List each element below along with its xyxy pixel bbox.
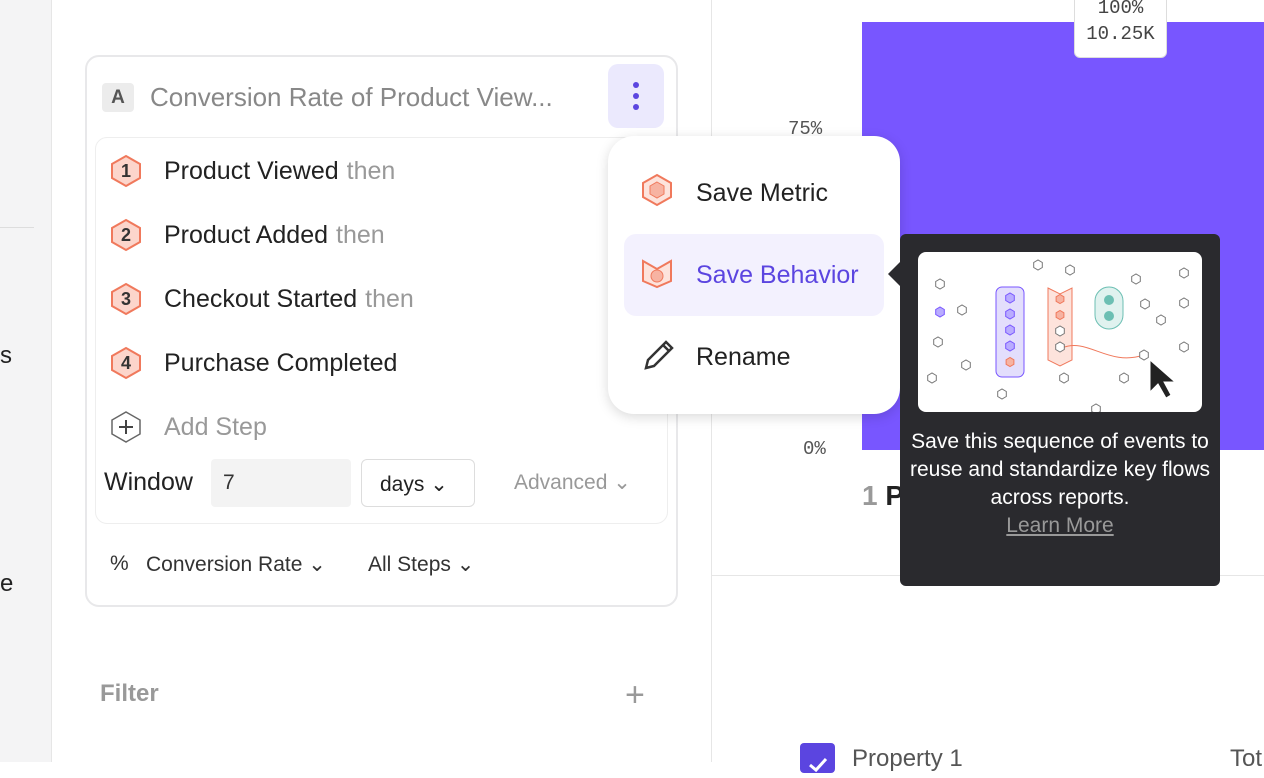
step-number: 1 [120, 160, 131, 181]
hexagon-icon [1131, 273, 1141, 285]
step-number-icon: 1 [110, 154, 142, 188]
hexagon-icon [1179, 267, 1189, 279]
behavior-illustration [918, 252, 1202, 412]
learn-more-link[interactable]: Learn More [1006, 514, 1114, 537]
legend-total: Tot [1230, 745, 1263, 772]
chevron-down-icon: ⌄ [613, 471, 631, 494]
nav-item-partial[interactable]: s [0, 342, 12, 369]
step-name: Purchase Completed [164, 348, 398, 377]
window-label: Window [104, 468, 193, 496]
divider [0, 227, 34, 228]
bar-percent: 100% [1097, 0, 1144, 19]
hexagon-icon [1005, 340, 1015, 352]
left-nav: s e [0, 0, 52, 762]
menu-item-save-metric[interactable]: Save Metric [624, 152, 884, 234]
hexagon-icon [961, 359, 971, 371]
hexagon-icon [935, 278, 945, 290]
hexagon-icon [1055, 325, 1065, 337]
funnel-step[interactable]: 2 Product Added then [110, 218, 385, 252]
filter-label: Filter [100, 680, 159, 707]
hexagon-icon [935, 306, 945, 318]
window-unit-select[interactable]: days ⌄ [361, 459, 475, 507]
hexagon-icon [1140, 298, 1150, 310]
step-number: 4 [120, 352, 131, 373]
hexagon-icon [1055, 341, 1065, 353]
hexagon-icon [1055, 293, 1065, 305]
funnel-step[interactable]: 4 Purchase Completed [110, 346, 397, 380]
pencil-icon [640, 336, 676, 379]
chevron-down-icon: ⌄ [308, 553, 326, 576]
kebab-icon [633, 82, 639, 88]
measure-select[interactable]: Conversion Rate ⌄ [146, 552, 326, 577]
advanced-label: Advanced [514, 471, 608, 494]
step-number: 3 [120, 288, 131, 309]
menu-item-label: Rename [696, 342, 791, 371]
step-number: 2 [120, 224, 131, 245]
add-hex-icon [110, 410, 142, 444]
hexagon-icon [927, 372, 937, 384]
hexagon-icon [1005, 308, 1015, 320]
hexagon-icon [1119, 372, 1129, 384]
menu-item-label: Save Metric [696, 178, 828, 207]
hexagon-icon [1033, 259, 1043, 271]
hexagon-icon [1005, 292, 1015, 304]
bar-count: 10.25K [1086, 23, 1155, 45]
x-label-text: P [885, 480, 905, 511]
legend-property[interactable]: Property 1 [852, 745, 963, 772]
more-options-button[interactable] [608, 64, 664, 128]
step-name: Checkout Started [164, 284, 358, 313]
funnel-step[interactable]: 1 Product Viewed then [110, 154, 395, 188]
hexagon-icon [1055, 309, 1065, 321]
step-then: then [365, 284, 414, 313]
chevron-down-icon: ⌄ [456, 553, 475, 576]
hexagon-icon [1179, 297, 1189, 309]
hexagon-icon [1059, 372, 1069, 384]
unit-value: days [380, 473, 425, 496]
hexagon-icon [997, 388, 1007, 400]
tooltip-text: Save this sequence of events to reuse an… [910, 430, 1210, 509]
hexagon-icon [1091, 403, 1101, 412]
menu-item-save-behavior[interactable]: Save Behavior [624, 234, 884, 316]
bar-data-label: 100% 10.25K [1074, 0, 1167, 58]
measure-value: Conversion Rate [146, 553, 303, 576]
hexagon-icon [1139, 349, 1149, 361]
measure-symbol: % [110, 552, 129, 575]
steps-value: All Steps [368, 553, 451, 576]
steps-select[interactable]: All Steps ⌄ [368, 552, 474, 577]
hexagon-icon [1005, 324, 1015, 336]
nav-item-partial[interactable]: e [0, 570, 14, 597]
funnel-step[interactable]: 3 Checkout Started then [110, 282, 414, 316]
hexagon-icon [1156, 314, 1166, 326]
behavior-icon [640, 255, 676, 296]
hexagon-icon [933, 336, 943, 348]
advanced-toggle[interactable]: Advanced ⌄ [514, 470, 631, 495]
metric-title[interactable]: Conversion Rate of Product View... [150, 82, 553, 112]
y-tick-label: 75% [788, 118, 823, 140]
add-step-button[interactable]: Add Step [110, 410, 267, 444]
x-label-num: 1 [862, 480, 878, 511]
legend-checkbox[interactable] [800, 743, 835, 773]
menu-item-rename[interactable]: Rename [624, 316, 884, 398]
hexagon-icon [1005, 356, 1015, 368]
step-then: then [336, 220, 385, 249]
step-number-icon: 2 [110, 218, 142, 252]
step-number-icon: 4 [110, 346, 142, 380]
hexagon-icon [957, 304, 967, 316]
step-number-icon: 3 [110, 282, 142, 316]
chevron-down-icon: ⌄ [430, 473, 448, 496]
metric-badge: A [102, 83, 134, 112]
hexagon-icon [1179, 341, 1189, 353]
window-input[interactable]: 7 [211, 459, 351, 507]
step-name: Product Viewed [164, 156, 339, 185]
step-then: then [346, 156, 396, 185]
save-behavior-tooltip: Save this sequence of events to reuse an… [888, 234, 1220, 586]
metric-hex-icon [640, 173, 676, 214]
step-name: Product Added [164, 220, 329, 249]
hexagon-icon [1065, 264, 1075, 276]
y-tick-label: 0% [803, 438, 826, 460]
menu-item-label: Save Behavior [696, 260, 859, 289]
add-step-label: Add Step [164, 412, 267, 441]
x-axis-label: 1 P [862, 480, 904, 512]
add-filter-button[interactable]: + [625, 676, 645, 714]
